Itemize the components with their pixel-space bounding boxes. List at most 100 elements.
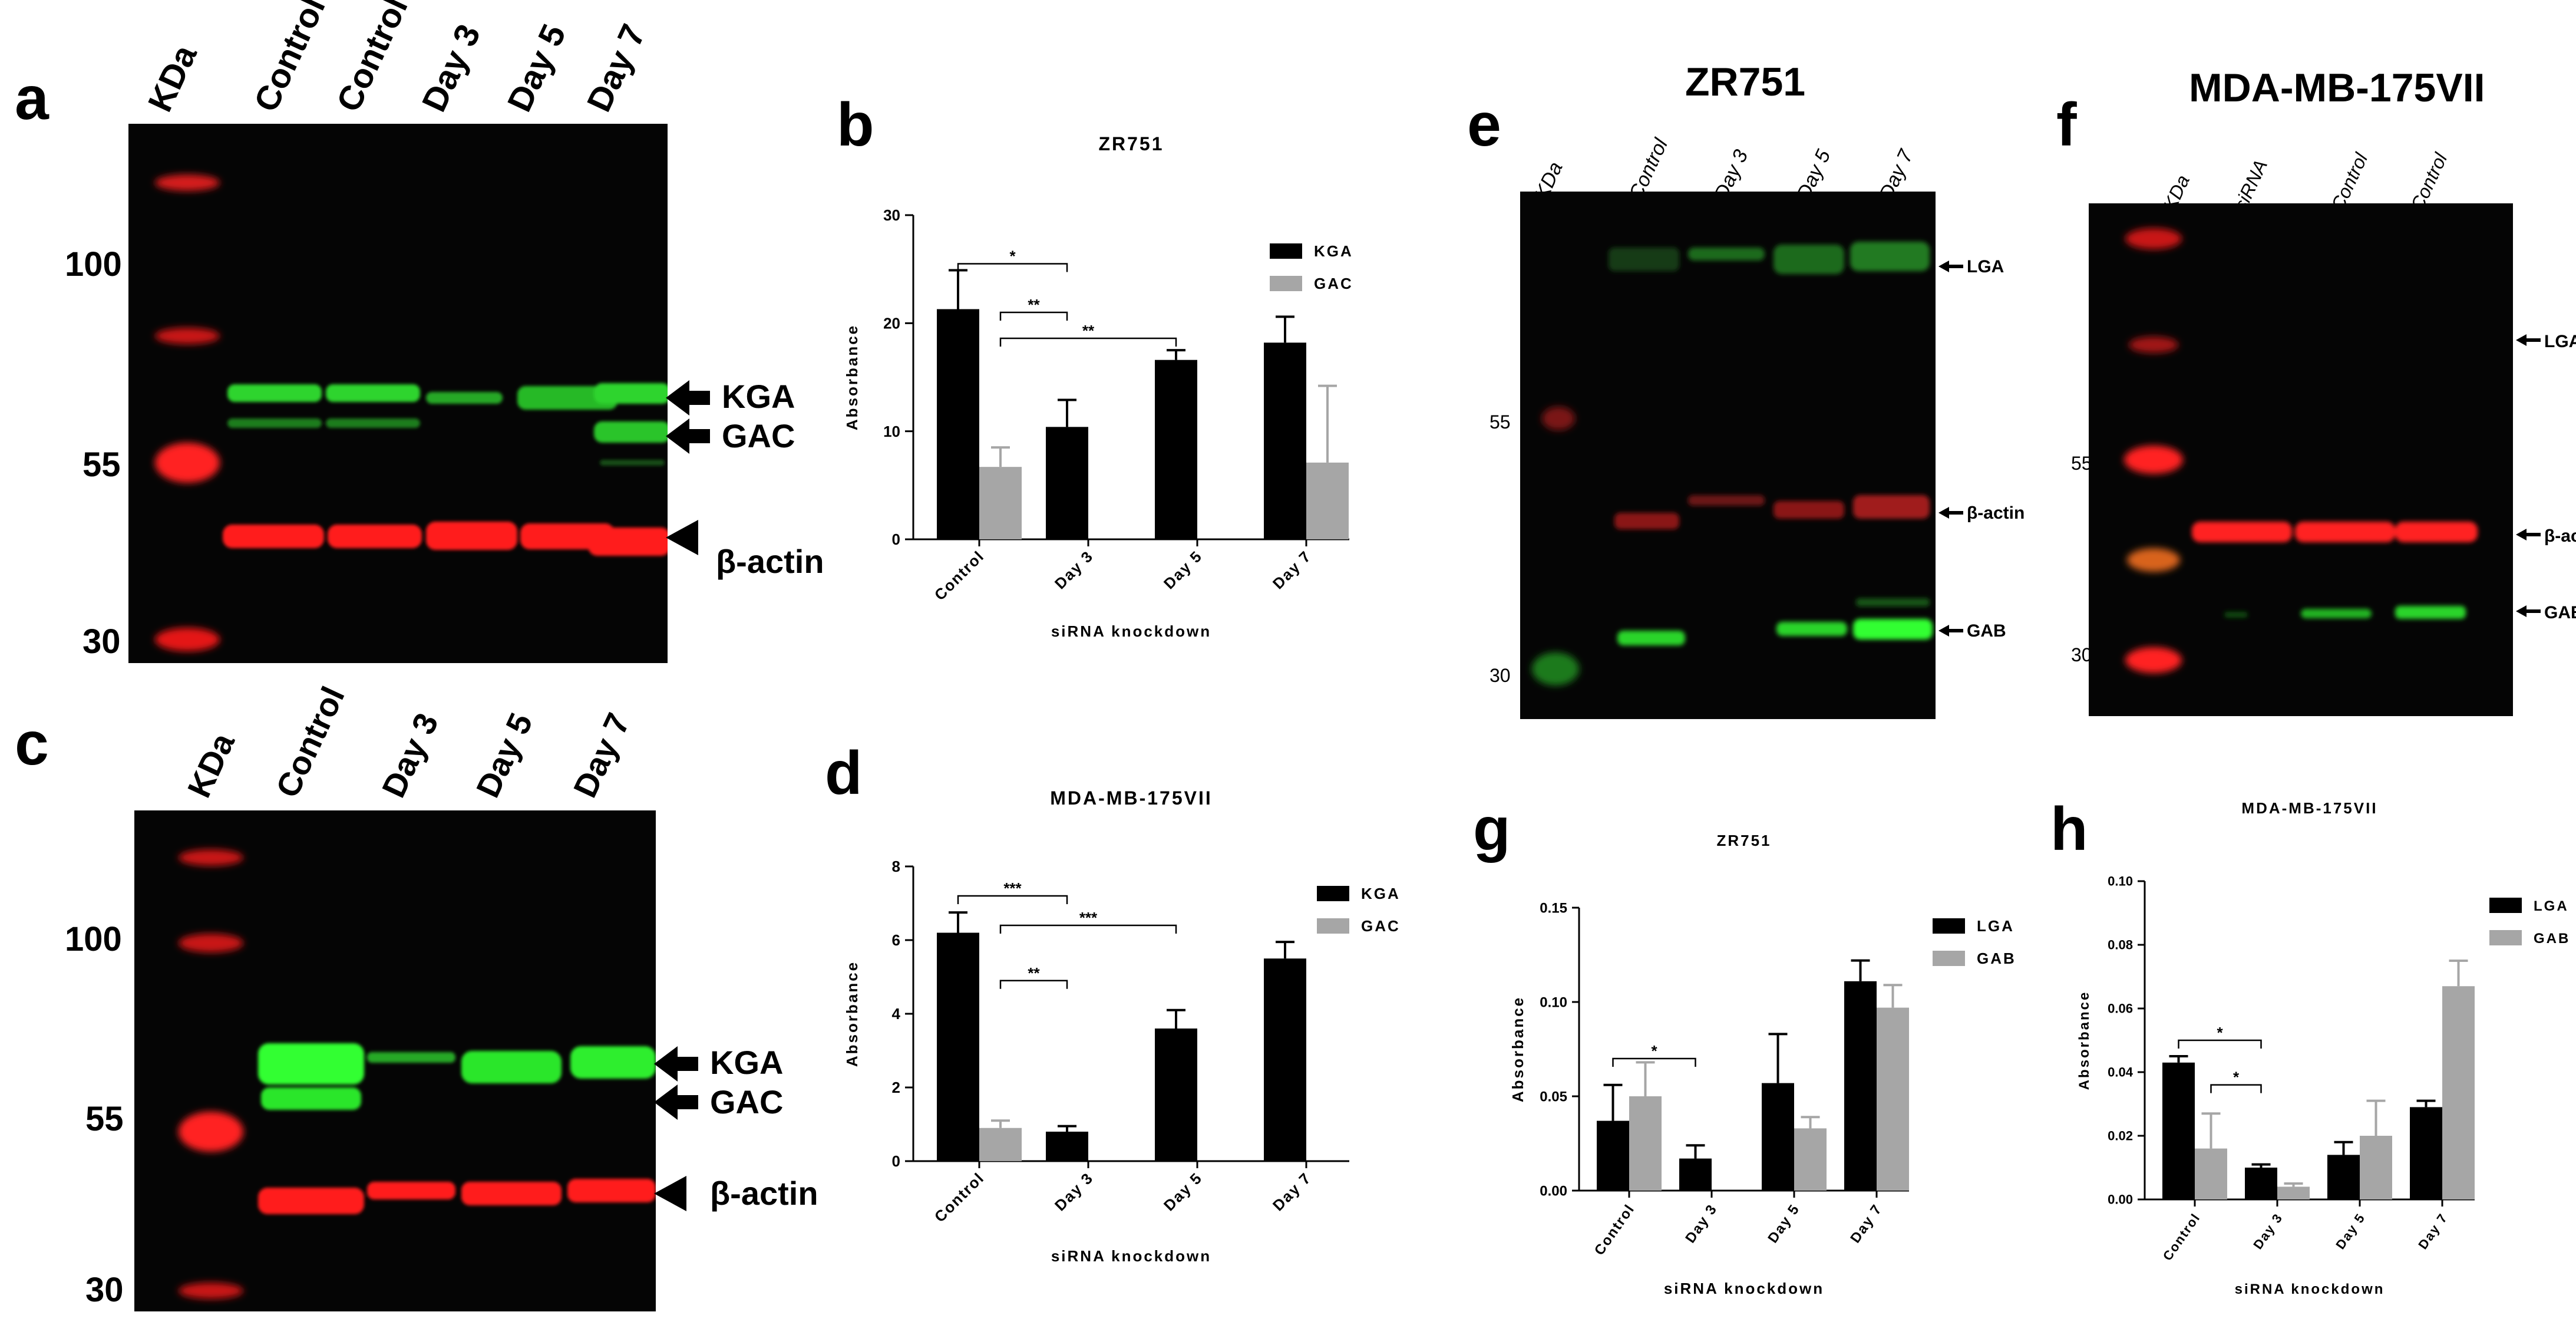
- y-tick-label: 6: [892, 931, 900, 949]
- lane-label-control: Control: [268, 681, 352, 803]
- bar-kga: [1264, 958, 1306, 1161]
- panel-letter-f: f: [2056, 91, 2077, 159]
- legend-swatch-gab: [2489, 930, 2522, 945]
- chart-title: ZR751: [1098, 133, 1164, 154]
- bar-kga: [1046, 1132, 1088, 1161]
- arrow-label-gac-a: GAC: [722, 417, 795, 454]
- mw-55: 55: [82, 446, 121, 484]
- lane-label-day5: Day 5: [468, 707, 540, 803]
- panel-letter-a: a: [15, 64, 49, 133]
- legend-swatch-kga: [1270, 243, 1302, 259]
- significance-bracket: ***: [957, 879, 1068, 904]
- significance-bracket: *: [1612, 1042, 1696, 1067]
- lane-label-control-2: Control: [329, 0, 415, 118]
- lane-label-kda: KDa: [140, 39, 204, 118]
- chart-title: ZR751: [1716, 832, 1771, 849]
- significance-label: **: [1028, 964, 1040, 982]
- arrow-label-gab-e: GAB: [1967, 621, 2006, 641]
- blot-a: [128, 124, 668, 663]
- significance-label: ***: [1079, 909, 1098, 927]
- category-label: Day 5: [1160, 1169, 1206, 1214]
- y-tick-label: 0.08: [2108, 938, 2133, 952]
- y-tick-label: 20: [883, 314, 900, 332]
- legend-label-lga: LGA: [1977, 917, 2014, 935]
- category-label: Day 5: [2333, 1211, 2368, 1252]
- legend-swatch-gab: [1933, 951, 1965, 966]
- bracket-line: [999, 980, 1068, 989]
- bar-gab: [2360, 1136, 2392, 1199]
- bracket-line: [2178, 1039, 2262, 1049]
- y-tick-label: 0.06: [2108, 1001, 2133, 1016]
- bar-kga: [1264, 342, 1306, 539]
- panel-letter-d: d: [825, 739, 863, 807]
- category-label: Control: [2160, 1211, 2203, 1264]
- significance-label: **: [1082, 322, 1095, 339]
- bracket-line: [1612, 1057, 1696, 1067]
- significance-label: ***: [1003, 879, 1022, 897]
- arrows-a: [666, 380, 710, 555]
- bracket-line: [957, 895, 1068, 904]
- bar-gab: [2277, 1186, 2310, 1199]
- blot-title-e: ZR751: [1685, 60, 1806, 104]
- panel-letter-e: e: [1467, 91, 1501, 159]
- y-tick-label: 0: [892, 530, 900, 548]
- significance-label: *: [2217, 1024, 2223, 1041]
- bar-gab: [1629, 1096, 1662, 1191]
- legend-swatch-gac: [1317, 918, 1349, 934]
- mw-100: 100: [65, 920, 122, 958]
- x-axis-label: siRNA knockdown: [1051, 622, 1211, 640]
- bar-lga: [1844, 981, 1877, 1191]
- y-tick-label: 0.02: [2108, 1129, 2133, 1143]
- legend-swatch-lga: [2489, 898, 2522, 913]
- category-label: Day 5: [1160, 547, 1206, 592]
- arrows-c: [654, 1046, 698, 1211]
- y-axis-label: Absorbance: [2076, 991, 2092, 1090]
- mw-30: 30: [85, 1271, 124, 1309]
- bar-gab: [1877, 1007, 1909, 1191]
- bracket-line: [999, 337, 1177, 347]
- lane-label-kda: KDa: [180, 727, 242, 803]
- arrow-label-gab-f: GAB: [2544, 603, 2576, 622]
- mw-100: 100: [65, 245, 122, 284]
- arrows-f: [2516, 334, 2541, 617]
- category-label: Day 7: [1847, 1201, 1885, 1246]
- legend-label-gac: GAC: [1314, 275, 1353, 292]
- bar-kga: [1046, 427, 1088, 539]
- chart-g: ZR751 0.00 0.05 0.10 0.15 Absorbance siRNA kno…: [1509, 832, 2014, 1297]
- bar-gab: [2442, 986, 2475, 1199]
- bar-kga: [937, 932, 979, 1161]
- mw-30: 30: [2071, 644, 2092, 665]
- y-tick-label: 0: [892, 1152, 900, 1170]
- y-tick-label: 2: [892, 1079, 900, 1096]
- panel-letter-h: h: [2050, 795, 2088, 863]
- x-axis-label: siRNA knockdown: [1051, 1247, 1211, 1265]
- arrow-label-actin-a: β-actin: [716, 543, 824, 580]
- legend-swatch-gac: [1270, 276, 1302, 291]
- y-tick-label: 0.04: [2108, 1065, 2134, 1080]
- bar-kga: [937, 309, 979, 539]
- bar-lga: [2327, 1155, 2360, 1199]
- legend-label-kga: KGA: [1361, 885, 1401, 902]
- bar-gab: [1794, 1128, 1827, 1191]
- lane-label-day5: Day 5: [500, 18, 574, 118]
- blot-title-f: MDA-MB-175VII: [2189, 65, 2485, 110]
- blot-f: [2089, 203, 2513, 716]
- legend-label-gab: GAB: [2534, 931, 2570, 947]
- arrow-label-gac-c: GAC: [710, 1083, 784, 1120]
- significance-label: *: [2233, 1069, 2240, 1086]
- category-label: Day 3: [2250, 1211, 2286, 1252]
- bar-gab: [2195, 1148, 2227, 1199]
- chart-title: MDA-MB-175VII: [1050, 787, 1212, 809]
- bracket-line: [999, 311, 1068, 321]
- y-tick-label: 0.10: [2108, 874, 2133, 889]
- panel-letter-c: c: [15, 710, 49, 778]
- significance-bracket: **: [999, 296, 1068, 321]
- blot-c: [134, 810, 656, 1311]
- chart-b: ZR751 0 10 20 30 Absorbance siRNA knockdown Con…: [843, 133, 1353, 640]
- y-tick-label: 0.15: [1540, 900, 1567, 916]
- category-label: Control: [931, 1169, 988, 1225]
- mw-30: 30: [1490, 665, 1511, 686]
- bar-kga: [1155, 1029, 1197, 1161]
- category-label: Day 3: [1682, 1201, 1720, 1246]
- bar-lga: [2162, 1062, 2195, 1199]
